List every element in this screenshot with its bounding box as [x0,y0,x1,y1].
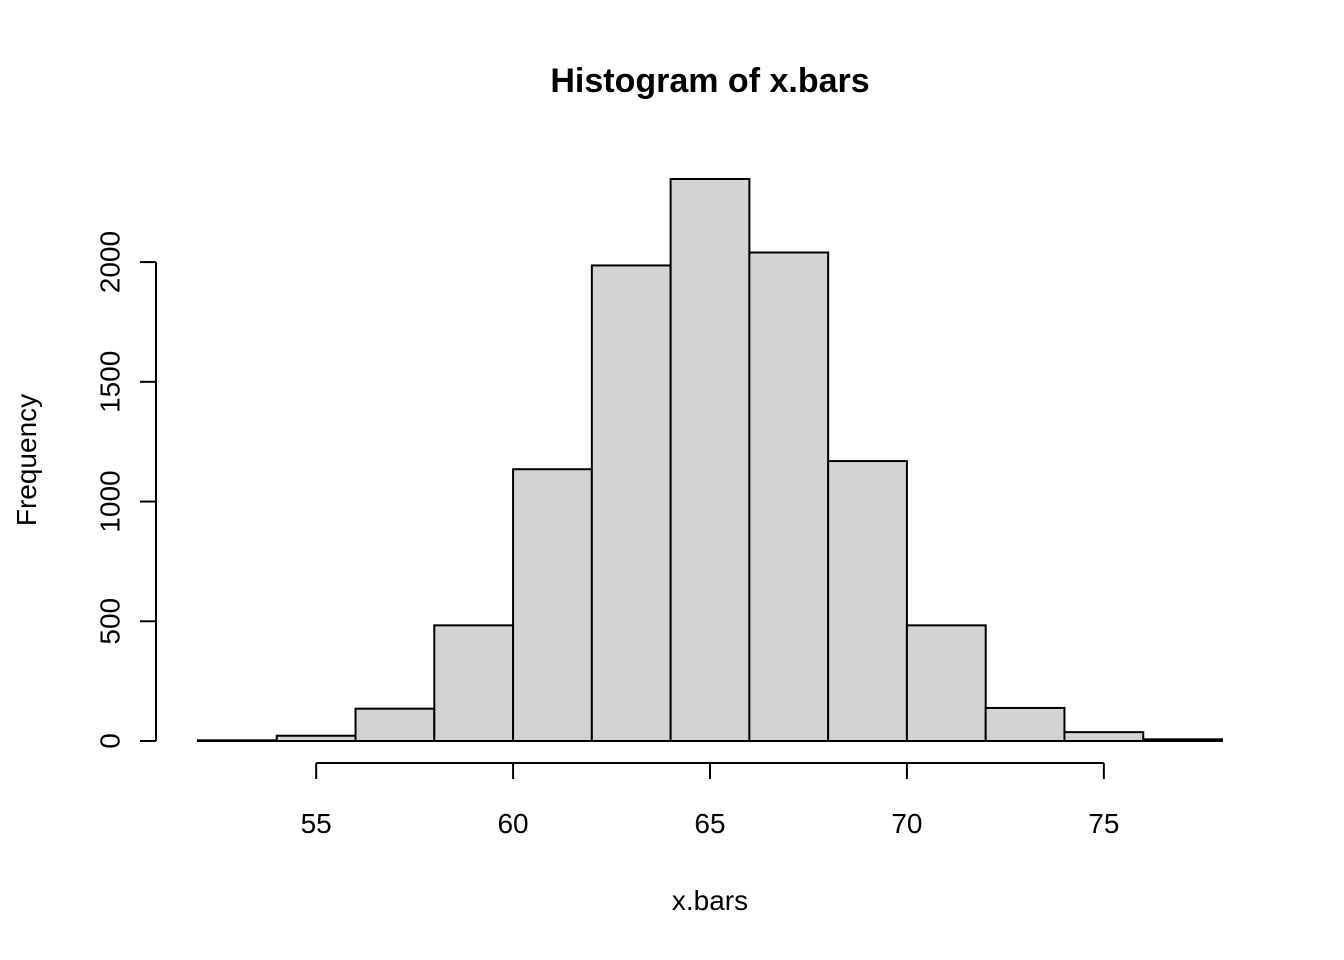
histogram-bar [748,251,830,742]
x-tick-label: 60 [497,808,528,839]
y-axis-label: Frequency [11,394,42,526]
x-tick-label: 65 [694,808,725,839]
histogram-bar [669,178,751,742]
chart-title: Histogram of x.bars [550,62,869,100]
histogram-bar [590,264,672,742]
histogram-bar [1142,738,1223,742]
x-tick-label: 75 [1088,808,1119,839]
y-tick-label: 1500 [95,351,126,413]
histogram-bar [433,624,515,743]
y-tick-label: 0 [95,733,126,749]
histogram-bar [1063,731,1145,743]
histogram-bar [984,706,1066,742]
histogram-bar [275,734,357,742]
y-tick-label: 500 [95,598,126,645]
x-tick-label: 55 [301,808,332,839]
y-axis: 0 500 1000 1500 2000 [95,231,157,749]
histogram-bar [512,468,593,742]
x-tick-label: 70 [891,808,922,839]
y-tick-label: 1000 [95,470,126,532]
histogram-bars [197,178,1223,743]
x-axis-label: x.bars [672,885,748,916]
histogram-bar [354,707,436,743]
x-axis: 55 60 65 70 75 [301,762,1119,839]
histogram-bar [905,624,987,743]
histogram-bar [827,460,908,742]
y-tick-label: 2000 [95,231,126,293]
histogram-bar [197,739,278,742]
